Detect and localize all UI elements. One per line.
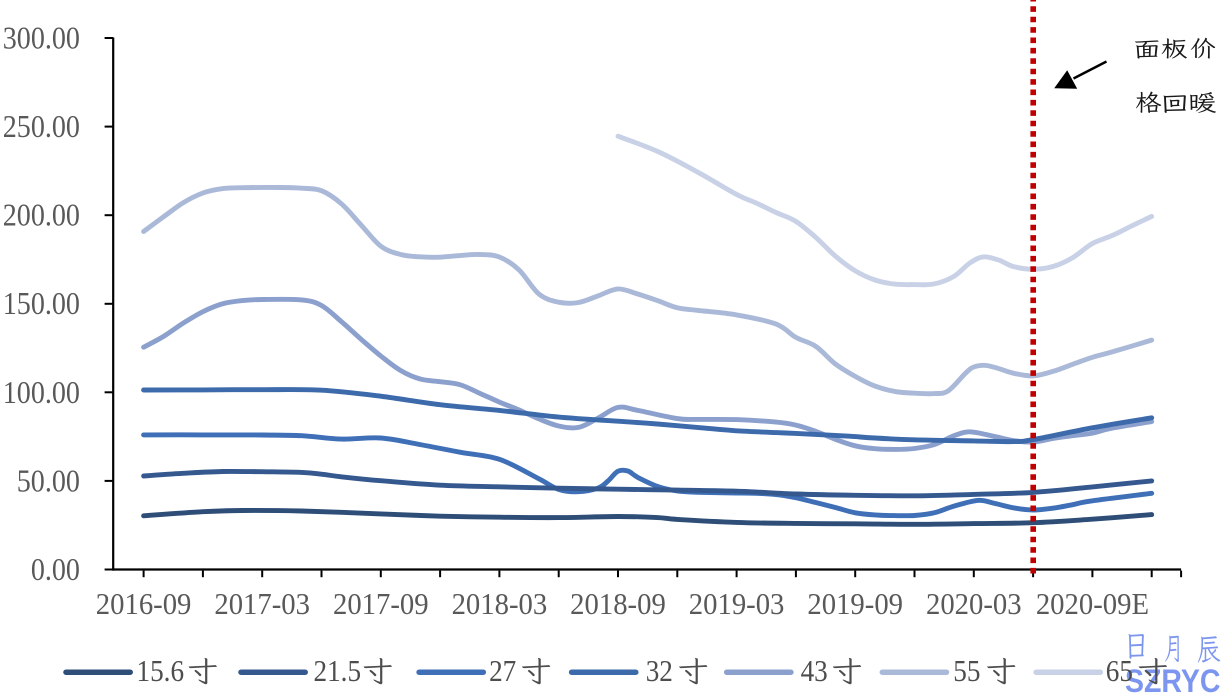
svg-text:SZRYC: SZRYC bbox=[1125, 663, 1221, 699]
svg-text:2016-09: 2016-09 bbox=[96, 587, 192, 621]
svg-text:300.00: 300.00 bbox=[3, 21, 80, 56]
svg-text:2018-03: 2018-03 bbox=[452, 587, 548, 621]
svg-text:32: 32 bbox=[646, 655, 673, 689]
svg-text:55: 55 bbox=[953, 655, 980, 689]
svg-text:2019-03: 2019-03 bbox=[689, 587, 785, 621]
svg-text:65: 65 bbox=[1106, 655, 1133, 689]
svg-text:2020-03: 2020-03 bbox=[926, 587, 1022, 621]
svg-text:250.00: 250.00 bbox=[3, 110, 80, 145]
svg-text:15.6: 15.6 bbox=[137, 655, 185, 689]
svg-text:21.5: 21.5 bbox=[314, 655, 362, 689]
svg-text:2017-09: 2017-09 bbox=[333, 587, 429, 621]
svg-text:2018-09: 2018-09 bbox=[570, 587, 666, 621]
svg-text:200.00: 200.00 bbox=[3, 198, 80, 233]
svg-text:27: 27 bbox=[489, 655, 516, 689]
svg-text:100.00: 100.00 bbox=[3, 375, 80, 410]
svg-text:43: 43 bbox=[801, 655, 828, 689]
svg-text:2017-03: 2017-03 bbox=[214, 587, 310, 621]
svg-text:150.00: 150.00 bbox=[3, 287, 80, 322]
svg-text:2020-09E: 2020-09E bbox=[1036, 587, 1149, 621]
svg-text:0.00: 0.00 bbox=[31, 553, 80, 588]
svg-text:2019-09: 2019-09 bbox=[807, 587, 903, 621]
svg-text:50.00: 50.00 bbox=[17, 464, 80, 499]
